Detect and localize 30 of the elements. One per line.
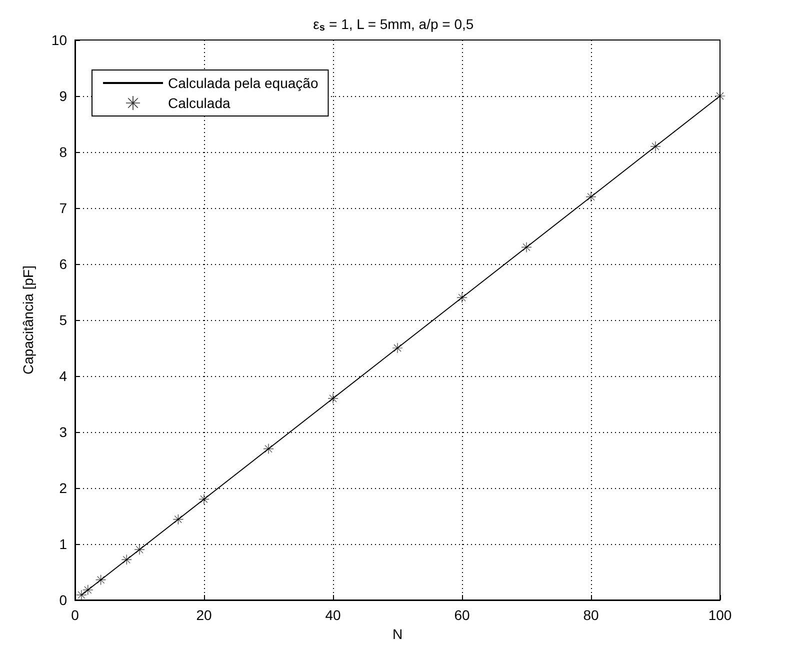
x-axis-title: N bbox=[392, 626, 403, 642]
point bbox=[715, 91, 725, 101]
x-tick-label: 100 bbox=[708, 607, 732, 623]
y-tick-label: 4 bbox=[59, 368, 68, 384]
point bbox=[522, 242, 532, 252]
x-tick-label: 20 bbox=[196, 607, 212, 623]
y-tick-label: 9 bbox=[59, 88, 68, 104]
x-tick-label: 60 bbox=[454, 607, 470, 623]
y-tick-label: 10 bbox=[51, 32, 68, 48]
point bbox=[199, 494, 209, 504]
point bbox=[392, 343, 402, 353]
point bbox=[76, 590, 86, 600]
legend-label: Calculada bbox=[168, 95, 230, 111]
x-tick-label: 0 bbox=[71, 607, 80, 623]
point bbox=[650, 141, 660, 152]
y-tick-label: 6 bbox=[59, 256, 68, 272]
x-tick-label: 40 bbox=[325, 607, 341, 623]
y-tick-label: 7 bbox=[59, 200, 68, 216]
y-tick-label: 0 bbox=[59, 592, 68, 608]
point bbox=[586, 192, 596, 202]
point bbox=[264, 444, 274, 454]
y-axis-title: Capacitância [pF] bbox=[20, 266, 36, 374]
x-tick-label: 80 bbox=[583, 607, 599, 623]
y-tick-label: 5 bbox=[59, 312, 68, 328]
y-tick-label: 8 bbox=[59, 144, 68, 160]
y-tick-label: 2 bbox=[59, 480, 68, 496]
legend-label: Calculada pela equação bbox=[168, 75, 318, 91]
y-tick-label: 3 bbox=[59, 424, 68, 440]
y-tick-label: 1 bbox=[59, 536, 68, 552]
point bbox=[328, 393, 338, 404]
